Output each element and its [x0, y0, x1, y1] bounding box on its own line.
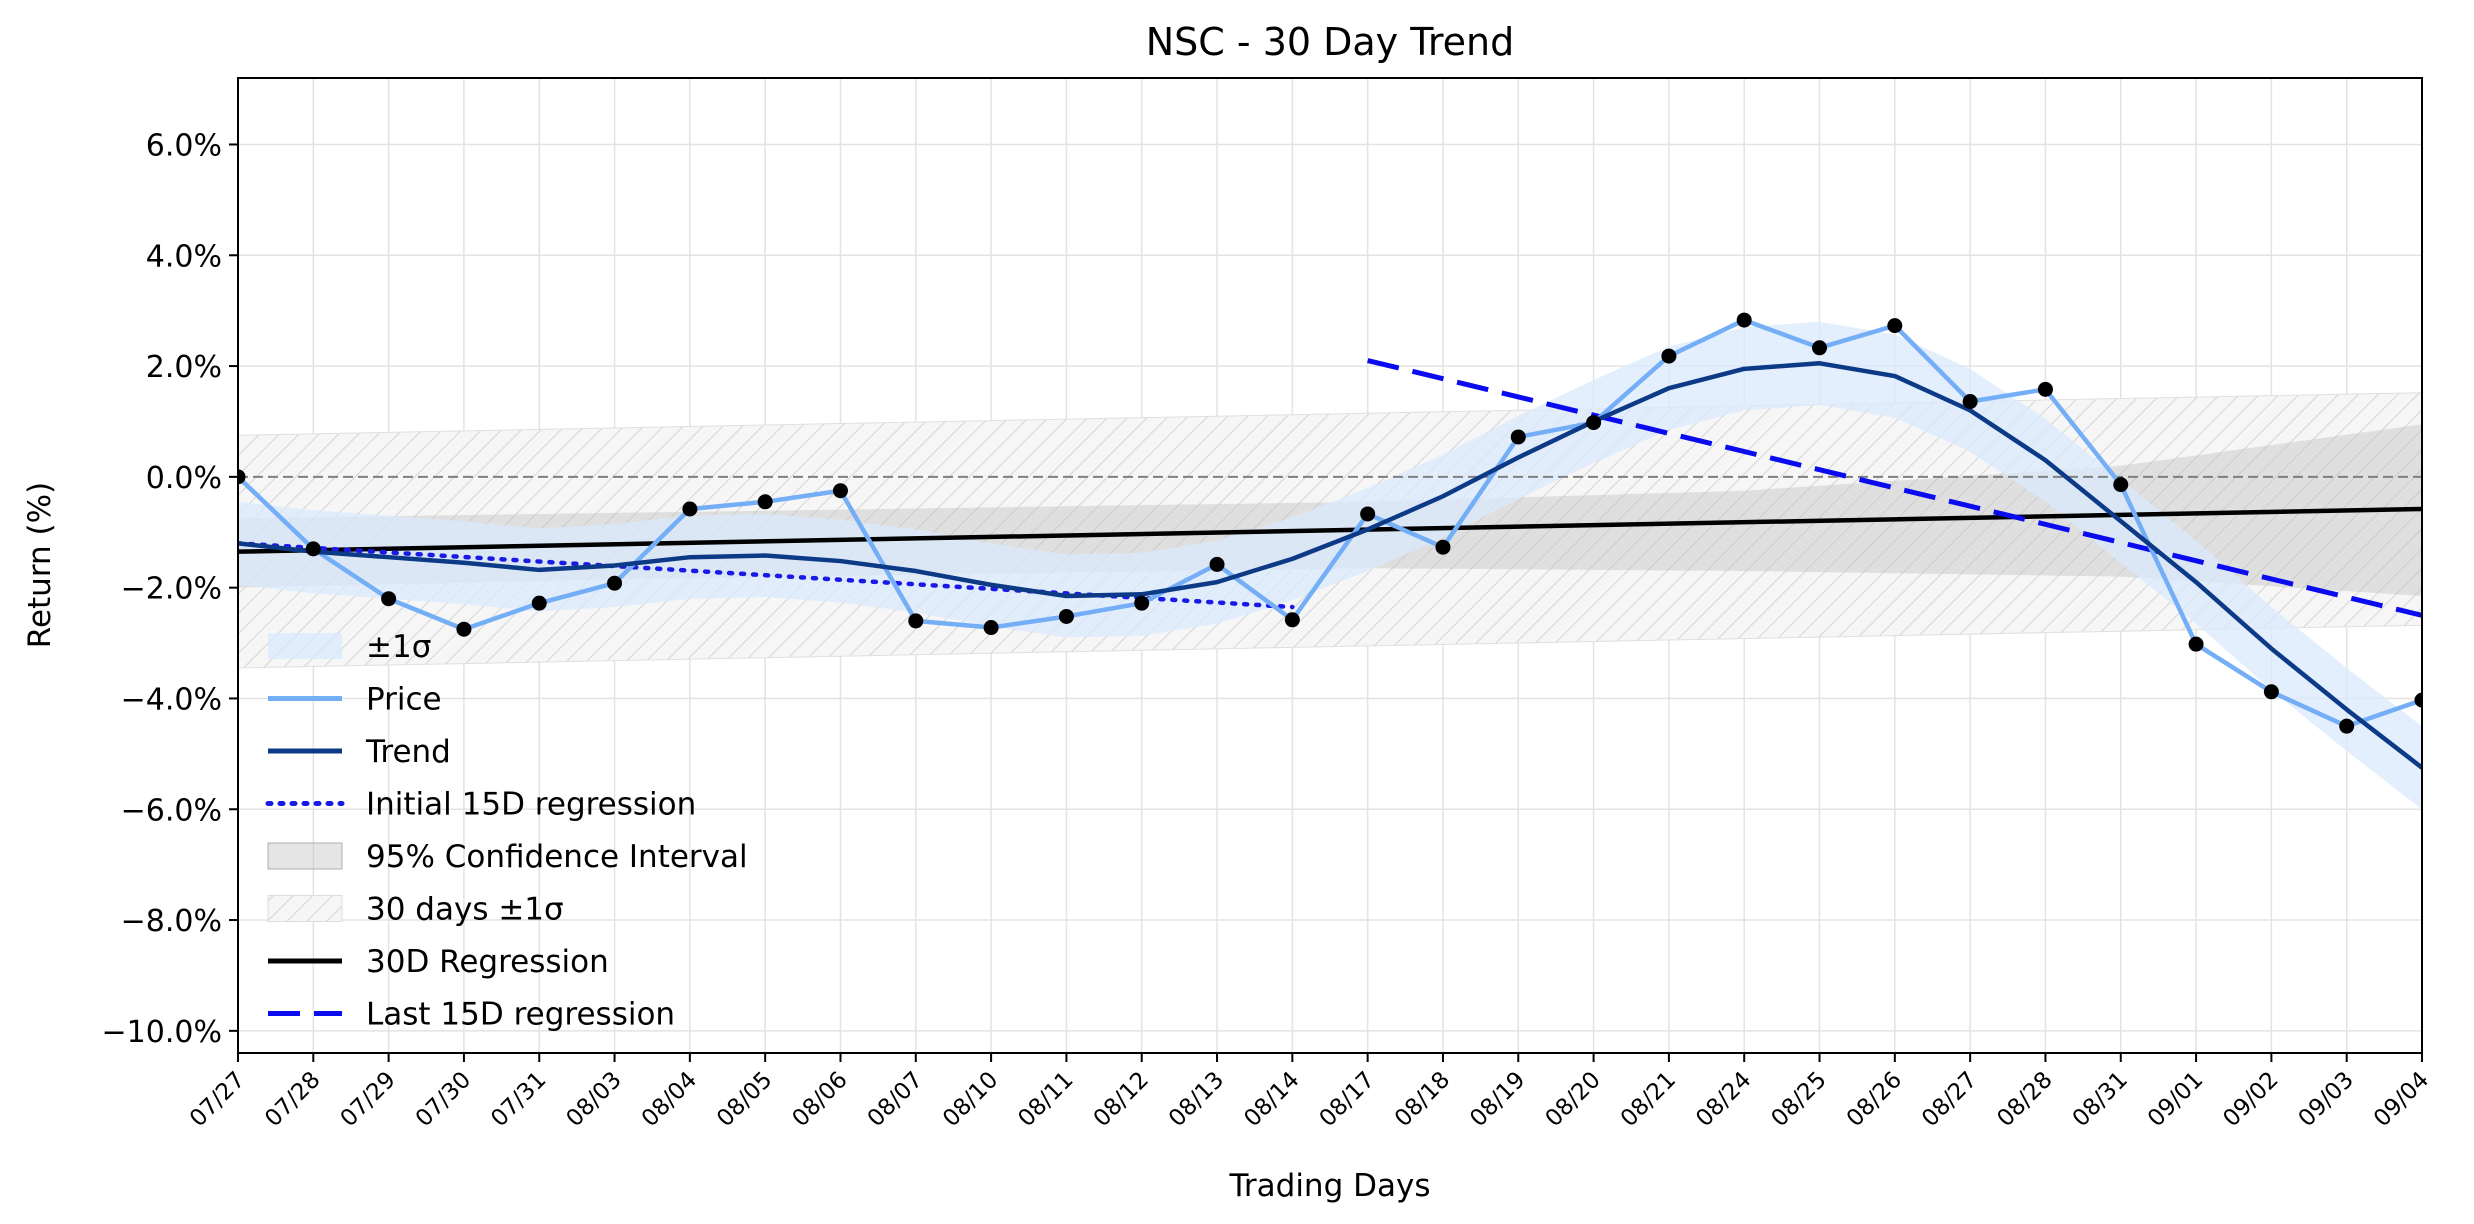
- legend-label: Last 15D regression: [366, 997, 675, 1033]
- x-tick-label: 08/07: [863, 1067, 928, 1132]
- x-tick-label: 08/31: [2068, 1067, 2133, 1132]
- price-point: [983, 620, 999, 636]
- chart-title: NSC - 30 Day Trend: [1146, 20, 1515, 64]
- y-axis-label: Return (%): [22, 482, 58, 648]
- plot-frame: [237, 77, 2423, 1054]
- x-tick-label: 09/01: [2143, 1067, 2208, 1132]
- x-tick-label: 08/19: [1465, 1067, 1530, 1132]
- x-tick-label: 08/20: [1541, 1067, 1606, 1132]
- series-price: [238, 317, 2422, 729]
- price-point: [832, 483, 848, 499]
- x-tick-label: 07/31: [486, 1067, 551, 1132]
- legend-label: Trend: [365, 734, 451, 770]
- price-point: [607, 575, 623, 591]
- x-tick-label: 08/14: [1239, 1067, 1304, 1132]
- y-tick-label: −2.0%: [121, 572, 222, 607]
- legend-label: Price: [366, 682, 442, 718]
- series-last-15d-regression: [1367, 358, 2422, 618]
- price-point: [238, 469, 246, 485]
- x-tick-label: 08/17: [1315, 1067, 1380, 1132]
- y-tick-label: −6.0%: [121, 793, 222, 828]
- legend-swatch: [268, 633, 342, 659]
- y-axis-ticks: −10.0% −8.0% −6.0% −4.0% −2.0% 0.0% 2.0% 4.0% 6.…: [102, 128, 238, 1050]
- price-point: [757, 494, 773, 510]
- price-point: [1360, 506, 1376, 522]
- price-point: [2339, 718, 2355, 734]
- y-tick-label: 4.0%: [146, 239, 222, 274]
- x-tick-label: 07/30: [411, 1067, 476, 1132]
- price-point: [1661, 348, 1677, 364]
- x-tick-label: 07/29: [336, 1067, 401, 1132]
- legend-label: Initial 15D regression: [366, 787, 696, 823]
- x-tick-label: 08/10: [938, 1067, 1003, 1132]
- x-tick-label: 08/18: [1390, 1067, 1455, 1132]
- x-tick-label: 09/04: [2369, 1067, 2434, 1132]
- price-point: [682, 501, 698, 517]
- price-point: [2263, 684, 2279, 700]
- x-tick-label: 08/13: [1164, 1067, 1229, 1132]
- price-point: [908, 613, 924, 629]
- y-tick-label: −10.0%: [102, 1015, 222, 1050]
- x-tick-label: 07/28: [260, 1067, 325, 1132]
- price-point: [456, 621, 472, 637]
- y-tick-label: 6.0%: [146, 128, 222, 163]
- x-tick-label: 08/12: [1089, 1067, 1154, 1132]
- price-point: [1284, 612, 1300, 628]
- series-lines: [238, 317, 2422, 770]
- y-tick-label: −4.0%: [121, 682, 222, 717]
- price-point: [1134, 595, 1150, 611]
- price-point: [1812, 340, 1828, 356]
- x-tick-label: 08/06: [787, 1067, 852, 1132]
- price-point: [1058, 608, 1074, 624]
- price-point: [381, 591, 397, 607]
- y-tick-label: 2.0%: [146, 350, 222, 385]
- y-tick-label: 0.0%: [146, 461, 222, 496]
- x-tick-label: 08/26: [1842, 1067, 1907, 1132]
- price-point: [1736, 312, 1752, 328]
- legend-label: 30D Regression: [366, 944, 609, 980]
- price-point: [305, 541, 321, 557]
- price-markers: [238, 312, 2422, 734]
- x-tick-label: 08/25: [1766, 1067, 1831, 1132]
- x-tick-label: 09/03: [2294, 1067, 2359, 1132]
- price-point: [2414, 692, 2422, 708]
- x-tick-label: 08/04: [637, 1067, 702, 1132]
- x-tick-label: 09/02: [2218, 1067, 2283, 1132]
- legend-label: 30 days ±1σ: [366, 892, 564, 928]
- price-point: [1586, 415, 1602, 431]
- x-tick-label: 08/28: [1992, 1067, 2057, 1132]
- legend-label: 95% Confidence Interval: [366, 839, 748, 875]
- series-trend: [238, 361, 2422, 770]
- legend-swatch: [267, 895, 343, 922]
- x-tick-label: 08/24: [1691, 1067, 1756, 1132]
- x-tick-label: 08/03: [562, 1067, 627, 1132]
- y-tick-label: −8.0%: [121, 904, 222, 939]
- legend-label: ±1σ: [366, 629, 431, 665]
- price-point: [2113, 477, 2129, 493]
- price-point: [1887, 318, 1903, 334]
- x-tick-label: 08/11: [1013, 1067, 1078, 1132]
- x-tick-label: 08/05: [712, 1067, 777, 1132]
- price-point: [531, 595, 547, 611]
- price-point: [1962, 394, 1978, 410]
- price-point: [1510, 429, 1526, 445]
- price-point: [1209, 556, 1225, 572]
- price-point: [2037, 381, 2053, 397]
- x-tick-label: 08/27: [1917, 1067, 1982, 1132]
- legend-swatch: [267, 842, 343, 870]
- series-30d-regression: [238, 506, 2422, 554]
- x-axis-ticks: 07/27 07/28 07/29 07/30 07/31 08/03 08/04 08/05…: [185, 1053, 2434, 1132]
- x-axis-label: Trading Days: [1229, 1168, 1431, 1204]
- price-point: [1435, 539, 1451, 555]
- x-tick-label: 08/21: [1616, 1067, 1681, 1132]
- x-tick-label: 07/27: [185, 1067, 250, 1132]
- legend: ±1σ Price Trend Initial 15D regression 95% C…: [265, 629, 748, 1033]
- price-point: [2188, 636, 2204, 652]
